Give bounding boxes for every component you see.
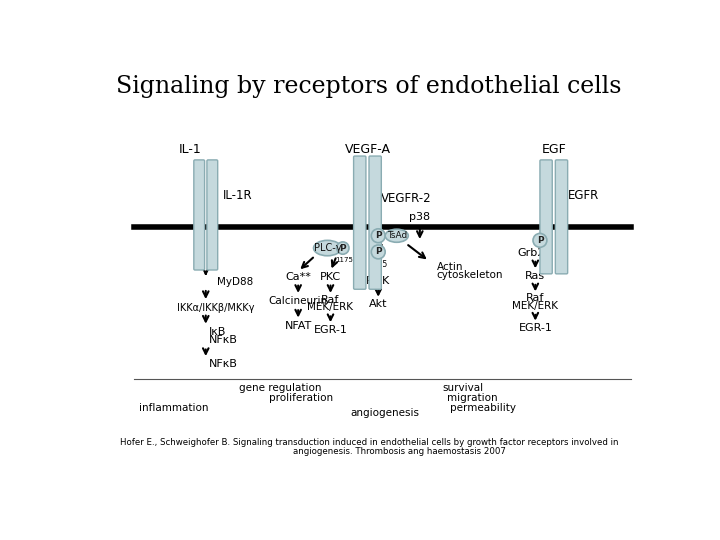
Text: IKKα/IKKβ/MKKγ: IKKα/IKKβ/MKKγ xyxy=(176,303,254,313)
Text: P: P xyxy=(340,244,346,253)
Text: EGR-1: EGR-1 xyxy=(314,325,348,335)
Ellipse shape xyxy=(314,240,341,256)
Text: VEGF-A: VEGF-A xyxy=(344,143,390,156)
Text: 1175: 1175 xyxy=(336,256,354,262)
Text: survival: survival xyxy=(442,383,484,393)
FancyBboxPatch shape xyxy=(354,156,366,289)
Text: Actin: Actin xyxy=(437,262,463,272)
FancyBboxPatch shape xyxy=(369,156,382,289)
Text: PKC: PKC xyxy=(320,272,341,281)
Text: NFκB: NFκB xyxy=(209,359,238,369)
FancyBboxPatch shape xyxy=(555,160,567,274)
Text: NFκB: NFκB xyxy=(209,335,238,346)
Text: MEK/ERK: MEK/ERK xyxy=(307,302,354,312)
Text: Hofer E., Schweighofer B. Signaling transduction induced in endothelial cells by: Hofer E., Schweighofer B. Signaling tran… xyxy=(120,437,618,447)
Text: Grb2: Grb2 xyxy=(517,248,544,258)
Text: 1175: 1175 xyxy=(369,260,388,269)
Circle shape xyxy=(372,229,385,242)
Text: 951: 951 xyxy=(371,244,385,253)
Text: Calcineurin: Calcineurin xyxy=(269,296,328,306)
Text: Raf: Raf xyxy=(321,295,340,305)
Text: Signaling by receptors of endothelial cells: Signaling by receptors of endothelial ce… xyxy=(116,75,622,98)
Text: NFAT: NFAT xyxy=(284,321,312,331)
Text: Akt: Akt xyxy=(369,299,387,309)
Text: EGR-1: EGR-1 xyxy=(518,323,552,333)
Circle shape xyxy=(533,233,547,247)
Text: Raf: Raf xyxy=(526,293,544,303)
Text: cytoskeleton: cytoskeleton xyxy=(437,270,503,280)
Text: IL-1R: IL-1R xyxy=(222,189,252,202)
Text: MEK/ERK: MEK/ERK xyxy=(513,301,558,311)
Text: P: P xyxy=(375,231,382,240)
Text: migration: migration xyxy=(447,393,498,403)
Text: IκB: IκB xyxy=(209,327,226,337)
Circle shape xyxy=(372,245,385,259)
FancyBboxPatch shape xyxy=(540,160,552,274)
Text: permeability: permeability xyxy=(450,403,516,413)
Text: Ca**: Ca** xyxy=(285,272,311,281)
FancyBboxPatch shape xyxy=(194,160,204,270)
Text: PLC-γ: PLC-γ xyxy=(314,243,341,253)
Text: proliferation: proliferation xyxy=(269,393,333,403)
Text: P: P xyxy=(375,247,382,256)
Text: angiogenesis: angiogenesis xyxy=(350,408,419,418)
Text: EGFR: EGFR xyxy=(567,189,599,202)
Text: Ras: Ras xyxy=(526,271,545,281)
Text: P: P xyxy=(536,236,544,245)
FancyBboxPatch shape xyxy=(207,160,217,270)
Text: inflammation: inflammation xyxy=(140,403,209,413)
Circle shape xyxy=(337,242,349,254)
Text: IL-1: IL-1 xyxy=(179,143,202,156)
Text: MyD88: MyD88 xyxy=(217,277,253,287)
Text: TsAd: TsAd xyxy=(387,231,407,240)
Text: angiogenesis. Thrombosis ang haemostasis 2007: angiogenesis. Thrombosis ang haemostasis… xyxy=(293,447,506,456)
Text: PI3K: PI3K xyxy=(366,276,390,286)
Text: p38: p38 xyxy=(409,212,431,222)
Text: VEGFR-2: VEGFR-2 xyxy=(382,192,432,205)
Text: EGF: EGF xyxy=(541,143,566,156)
Text: gene regulation: gene regulation xyxy=(239,383,322,393)
Ellipse shape xyxy=(385,229,408,242)
